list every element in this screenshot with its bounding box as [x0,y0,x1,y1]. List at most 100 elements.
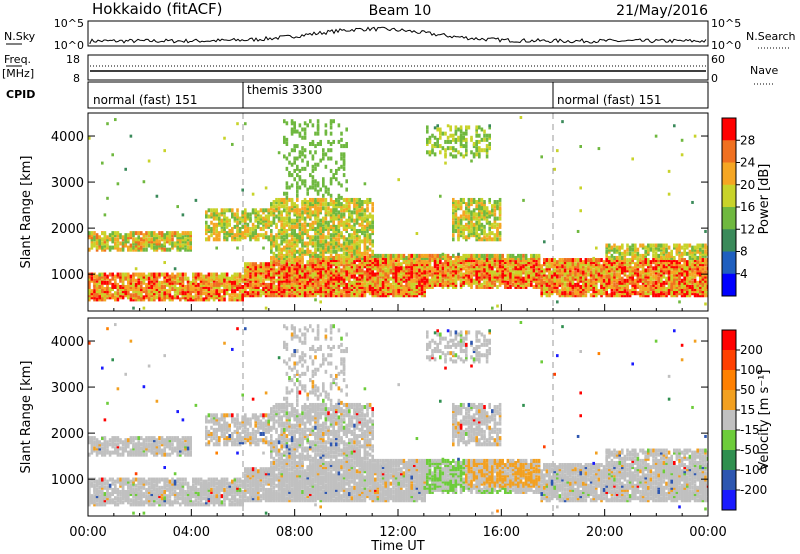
power-cell [433,282,437,287]
power-cell [116,287,120,292]
power-cell [394,278,398,283]
power-cell [327,258,330,263]
power-cell [259,278,263,283]
power-cell [376,272,380,277]
power-cell [314,270,317,275]
power-cell [311,179,315,184]
power-cell [134,278,138,283]
power-cell [420,276,424,281]
power-cell [610,247,614,252]
power-cell [132,276,135,281]
power-cell [275,222,278,227]
power-cell [314,162,317,167]
power-cell [371,278,374,283]
power-cell [290,233,294,238]
power-cell [459,144,463,149]
power-cell [285,280,289,285]
power-cell [628,270,632,275]
power-cell [132,231,135,236]
power-cell [171,233,174,238]
power-cell [665,287,668,292]
power-cell [433,264,437,269]
power-cell [314,235,317,240]
power-cell [595,280,598,285]
power-cell [332,289,335,294]
power-cell [218,231,221,236]
power-cell [358,291,361,296]
power-cell [293,245,296,250]
power-cell [647,289,650,294]
power-cell [420,264,424,269]
power-cell [608,258,611,263]
power-cell [459,260,463,265]
power-cell [569,272,572,277]
power-cell [324,164,328,169]
power-cell [381,291,385,296]
power-cell [363,282,367,287]
power-cell [355,237,359,242]
power-cell [628,262,632,267]
power-cell [394,264,398,269]
power-cell [314,251,317,256]
power-cell [462,274,465,279]
power-cell [519,264,523,269]
power-cell [340,195,343,200]
power-cell [660,264,663,269]
power-cell [332,226,335,231]
power-cell [407,272,411,277]
power-cell [498,255,502,260]
power-cell [288,173,291,178]
power-cell [631,274,634,279]
power-cell [337,210,341,215]
power-cell [667,266,671,271]
power-cell [420,260,424,265]
power-cell [147,289,151,294]
power-cell [244,268,247,273]
power-cell [428,270,432,275]
power-cell [647,245,650,250]
power-cell [88,274,91,279]
power-cell [407,276,411,281]
power-cell [179,247,182,252]
power-cell [470,229,473,234]
power-cell [358,239,361,244]
power-cell [475,270,478,275]
power-cell [293,224,296,229]
power-cell [649,245,653,250]
power-cell [290,272,294,277]
power-cell [584,272,588,277]
power-cell [556,266,559,271]
power-cell [205,212,208,217]
power-cell [129,284,133,289]
power-cell [306,270,309,275]
power-cell [488,255,491,260]
power-cell [280,229,283,234]
power-cell [665,276,668,281]
power-cell [400,284,403,289]
power-cell [673,124,676,128]
power-cell [621,276,624,281]
power-cell [441,278,445,283]
power-cell [358,235,361,240]
power-cell [459,137,463,142]
power-cell [423,280,426,285]
power-cell [127,291,130,296]
power-cell [303,282,307,287]
power-cell [353,276,356,281]
power-cell [335,270,338,275]
power-cell [433,280,437,285]
power-cell [556,149,559,153]
power-cell [621,266,624,271]
power-cell [329,208,333,213]
power-cell [194,287,198,292]
power-cell [275,245,278,250]
power-cell [563,262,567,267]
power-cell [631,280,634,285]
power-cell [501,258,504,263]
power-cell [309,268,312,273]
power-cell [361,258,364,263]
power-cell [270,255,273,260]
power-cell [259,262,263,267]
power-cell [283,119,286,124]
power-cell [257,276,260,281]
